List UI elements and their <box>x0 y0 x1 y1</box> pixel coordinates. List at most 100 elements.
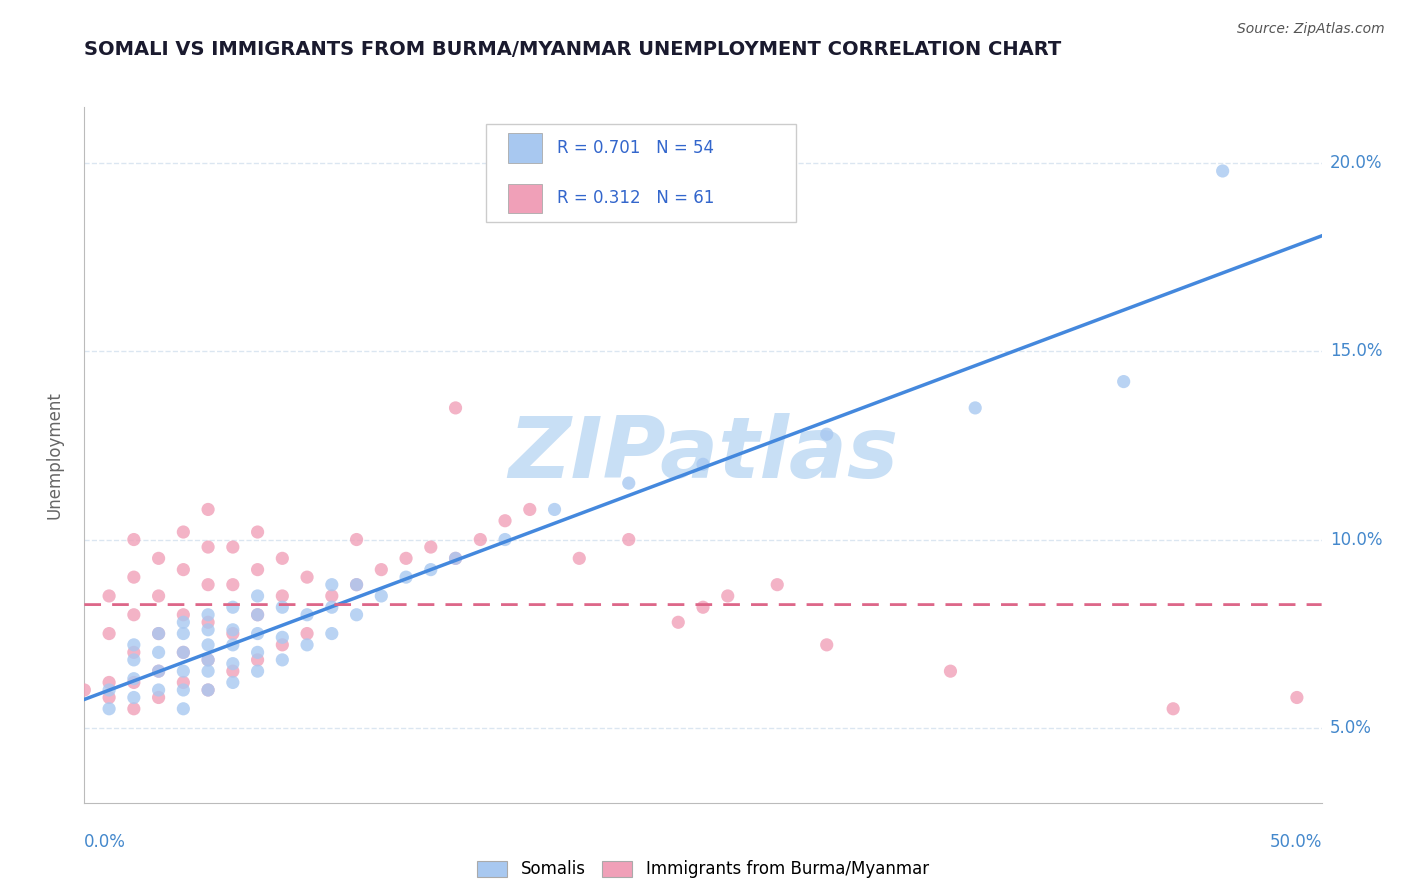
Point <box>122 638 145 652</box>
Point <box>98 589 121 603</box>
Point <box>98 683 121 698</box>
Point <box>1212 164 1234 178</box>
Point <box>197 577 219 591</box>
Point <box>73 683 96 698</box>
Point <box>148 589 170 603</box>
Point <box>148 626 170 640</box>
Point <box>444 551 467 566</box>
Point <box>321 589 343 603</box>
Point <box>543 502 565 516</box>
Point <box>172 615 194 630</box>
Point <box>395 570 418 584</box>
Point <box>172 664 194 678</box>
Point <box>197 638 219 652</box>
Text: Source: ZipAtlas.com: Source: ZipAtlas.com <box>1237 22 1385 37</box>
Point <box>815 638 838 652</box>
Point <box>246 589 269 603</box>
Text: R = 0.312   N = 61: R = 0.312 N = 61 <box>557 189 714 207</box>
Text: SOMALI VS IMMIGRANTS FROM BURMA/MYANMAR UNEMPLOYMENT CORRELATION CHART: SOMALI VS IMMIGRANTS FROM BURMA/MYANMAR … <box>84 40 1062 59</box>
Point <box>222 577 245 591</box>
Point <box>148 645 170 659</box>
Point <box>172 702 194 716</box>
Point <box>122 672 145 686</box>
Point <box>222 540 245 554</box>
Point <box>148 683 170 698</box>
Point <box>271 638 294 652</box>
Point <box>939 664 962 678</box>
Point <box>122 653 145 667</box>
Point <box>246 607 269 622</box>
Text: 15.0%: 15.0% <box>1330 343 1382 360</box>
Point <box>148 551 170 566</box>
Point <box>692 458 714 472</box>
Point <box>197 683 219 698</box>
Point <box>246 607 269 622</box>
Point <box>271 589 294 603</box>
Point <box>122 645 145 659</box>
Point <box>222 623 245 637</box>
Point <box>98 702 121 716</box>
Point <box>295 638 318 652</box>
Point <box>419 563 441 577</box>
Point <box>419 540 441 554</box>
Point <box>122 675 145 690</box>
Point <box>172 607 194 622</box>
Point <box>122 607 145 622</box>
Point <box>197 607 219 622</box>
Point <box>271 653 294 667</box>
Point <box>246 664 269 678</box>
Point <box>122 702 145 716</box>
Point <box>98 690 121 705</box>
Point <box>222 638 245 652</box>
Point <box>197 664 219 678</box>
Point <box>346 607 368 622</box>
Text: 0.0%: 0.0% <box>84 833 127 851</box>
Point <box>172 524 194 539</box>
Point <box>222 600 245 615</box>
Point <box>271 600 294 615</box>
Point <box>271 551 294 566</box>
Point <box>197 683 219 698</box>
Point <box>692 600 714 615</box>
Point <box>346 577 368 591</box>
Point <box>617 533 640 547</box>
Text: 5.0%: 5.0% <box>1330 719 1372 737</box>
Point <box>122 533 145 547</box>
Point <box>321 577 343 591</box>
Point <box>148 664 170 678</box>
Point <box>1161 702 1184 716</box>
Point <box>395 551 418 566</box>
Y-axis label: Unemployment: Unemployment <box>45 391 63 519</box>
Point <box>246 626 269 640</box>
Point <box>172 683 194 698</box>
Text: R = 0.701   N = 54: R = 0.701 N = 54 <box>557 139 714 157</box>
Point <box>172 626 194 640</box>
Point <box>346 577 368 591</box>
Point <box>568 551 591 566</box>
Point <box>617 476 640 491</box>
FancyBboxPatch shape <box>508 134 543 162</box>
Point <box>965 401 987 415</box>
Point <box>346 533 368 547</box>
Point <box>148 664 170 678</box>
Point <box>172 645 194 659</box>
Text: 50.0%: 50.0% <box>1270 833 1322 851</box>
Text: ZIPatlas: ZIPatlas <box>508 413 898 497</box>
Point <box>172 675 194 690</box>
Point <box>246 645 269 659</box>
Point <box>197 653 219 667</box>
Point <box>246 653 269 667</box>
Point <box>222 626 245 640</box>
Point <box>494 533 516 547</box>
Point <box>222 664 245 678</box>
Point <box>222 657 245 671</box>
Point <box>197 540 219 554</box>
FancyBboxPatch shape <box>486 124 796 222</box>
Point <box>197 623 219 637</box>
Point <box>717 589 740 603</box>
Point <box>246 563 269 577</box>
Point <box>295 626 318 640</box>
Point <box>370 563 392 577</box>
Point <box>197 615 219 630</box>
FancyBboxPatch shape <box>508 184 543 213</box>
